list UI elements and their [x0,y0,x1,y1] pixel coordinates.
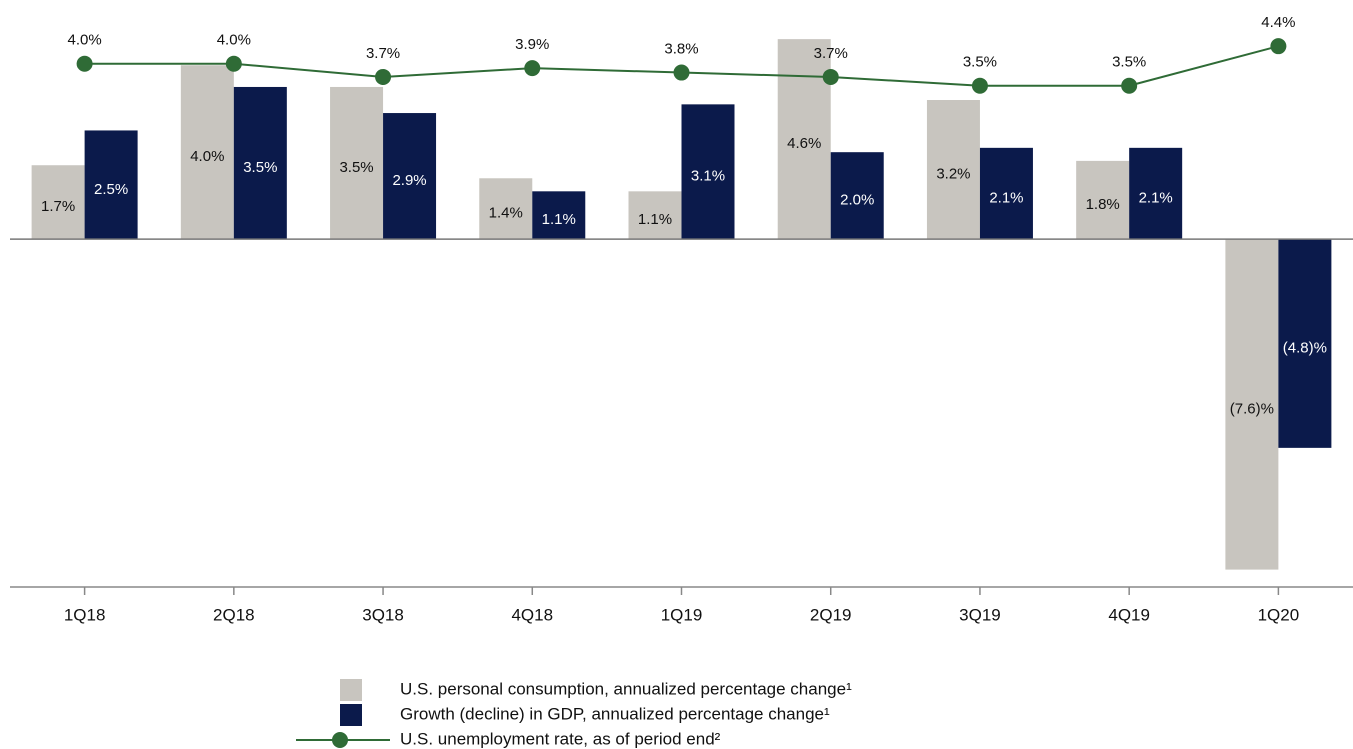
bar [681,104,735,240]
legend-swatch [340,679,362,701]
value-label: 3.8% [664,41,698,58]
bar [1129,147,1183,240]
bar [479,178,533,240]
bar [532,191,586,240]
value-label: 3.1% [691,168,725,185]
value-label: 4.6% [787,135,821,152]
value-label: 1.1% [542,211,576,228]
value-label: 3.7% [366,45,400,62]
bar [1278,239,1332,448]
x-tick-label: 1Q19 [661,605,703,624]
value-label: 2.5% [94,181,128,198]
x-tick-label: 4Q19 [1108,605,1150,624]
value-label: 2.1% [989,189,1023,206]
bar [926,100,980,240]
bar [383,113,437,240]
value-label: 2.9% [392,172,426,189]
line-marker [822,68,839,85]
bar [777,39,831,240]
value-label: 1.8% [1086,196,1120,213]
legend-swatch [340,704,362,726]
bar [628,191,682,240]
line-marker [524,60,541,77]
line-marker [673,64,690,81]
legend-label: U.S. unemployment rate, as of period end… [400,729,721,748]
value-label: 4.0% [68,32,102,49]
bar [330,86,384,240]
value-label: 4.4% [1261,14,1295,31]
line-marker [375,68,392,85]
value-label: 3.5% [243,159,277,176]
bar [979,147,1033,240]
value-label: (4.8)% [1283,339,1327,356]
legend-marker [332,732,348,748]
value-label: 3.5% [963,54,997,71]
bar [1225,239,1279,570]
legend-label: Growth (decline) in GDP, annualized perc… [400,704,830,723]
bar [180,65,234,240]
value-label: 1.4% [489,205,523,222]
value-label: (7.6)% [1230,400,1274,417]
x-tick-label: 2Q19 [810,605,852,624]
value-label: 2.0% [840,192,874,209]
line-marker [225,55,242,72]
value-label: 4.0% [217,32,251,49]
line-marker [1270,38,1287,55]
value-label: 4.0% [190,148,224,165]
bar [233,86,287,240]
bar [830,152,884,240]
x-tick-label: 1Q20 [1258,605,1300,624]
value-label: 3.9% [515,36,549,53]
line-marker [1121,77,1138,94]
value-label: 1.7% [41,198,75,215]
value-label: 3.5% [1112,54,1146,71]
line-marker [76,55,93,72]
x-tick-label: 2Q18 [213,605,255,624]
x-tick-label: 4Q18 [511,605,553,624]
value-label: 3.2% [936,166,970,183]
value-label: 1.1% [638,211,672,228]
x-tick-label: 3Q18 [362,605,404,624]
value-label: 2.1% [1139,189,1173,206]
x-tick-label: 1Q18 [64,605,106,624]
x-tick-label: 3Q19 [959,605,1001,624]
bar [31,165,85,240]
value-label: 3.7% [814,45,848,62]
legend-label: U.S. personal consumption, annualized pe… [400,679,852,698]
bar [84,130,138,240]
bar [1076,160,1130,240]
line-marker [971,77,988,94]
value-label: 3.5% [339,159,373,176]
